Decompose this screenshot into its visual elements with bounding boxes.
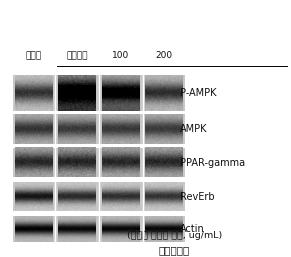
Text: PPAR-gamma: PPAR-gamma xyxy=(180,158,246,168)
Bar xyxy=(13,114,185,144)
Text: 100: 100 xyxy=(112,51,129,60)
Bar xyxy=(13,75,185,111)
Text: 지방유도군: 지방유도군 xyxy=(159,245,190,255)
Text: 무처리군: 무처리군 xyxy=(66,51,88,60)
Bar xyxy=(13,216,185,242)
Text: P-AMPK: P-AMPK xyxy=(180,88,217,97)
Text: AMPK: AMPK xyxy=(180,124,208,134)
Bar xyxy=(13,148,185,177)
Bar xyxy=(13,182,185,211)
Text: 정상군: 정상군 xyxy=(25,51,42,60)
Text: RevErb: RevErb xyxy=(180,192,215,201)
Text: (새싹밀 추출물 처리, ug/mL): (새싹밀 추출물 처리, ug/mL) xyxy=(127,231,222,240)
Text: 200: 200 xyxy=(156,51,173,60)
Text: Actin: Actin xyxy=(180,224,205,234)
